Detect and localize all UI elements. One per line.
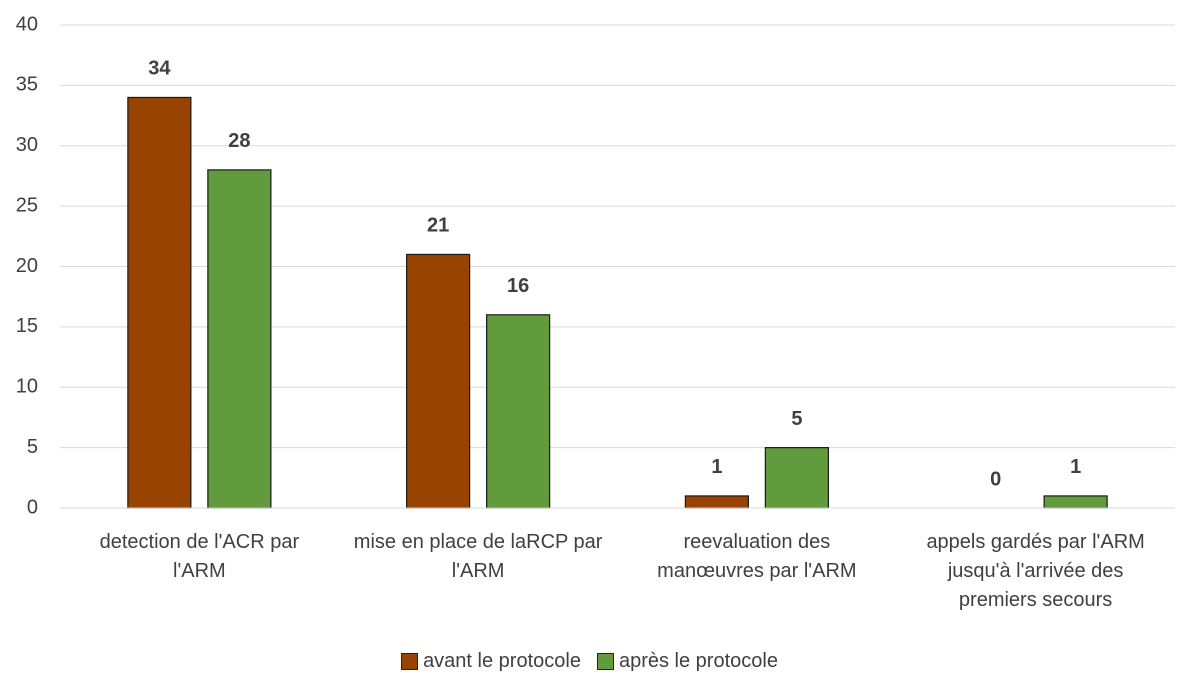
bar: [406, 253, 471, 509]
bar: [127, 96, 192, 509]
bar: [684, 495, 749, 509]
y-tick-label: 25: [16, 194, 38, 216]
legend-swatch: [401, 653, 419, 670]
value-label: 5: [791, 408, 802, 430]
legend-swatch: [596, 653, 614, 670]
x-tick-label: reevaluation des manœuvres par l'ARM: [657, 531, 857, 582]
legend-label: avant le protocole: [423, 650, 581, 672]
bar: [486, 314, 551, 509]
value-label: 28: [228, 130, 250, 152]
x-tick-label: mise en place de laRCP par l'ARM: [353, 531, 603, 582]
legend-label: après le protocole: [618, 650, 778, 672]
x-tick-label: appels gardés par l'ARM jusqu'à l'arrivé…: [926, 531, 1145, 611]
y-tick-label: 10: [16, 376, 38, 398]
y-tick-label: 5: [27, 436, 38, 458]
bar: [764, 447, 829, 509]
value-label: 1: [711, 456, 722, 478]
value-label: 21: [427, 215, 449, 237]
value-label: 0: [990, 468, 1001, 490]
legend-item: après le protocole: [596, 650, 778, 673]
legend: avant le protocole après le protocole: [0, 650, 1179, 676]
y-tick-label: 20: [16, 255, 38, 277]
y-tick-label: 30: [16, 134, 38, 156]
bar: [1043, 495, 1108, 509]
y-tick-label: 35: [16, 74, 38, 96]
y-tick-label: 40: [16, 13, 38, 35]
y-tick-label: 0: [27, 496, 38, 518]
x-tick-label: detection de l'ACR par l'ARM: [99, 531, 300, 582]
value-label: 1: [1070, 456, 1081, 478]
value-label: 34: [148, 58, 171, 80]
bar: [207, 169, 272, 509]
y-tick-label: 15: [16, 315, 38, 337]
legend-item: avant le protocole: [401, 650, 581, 673]
value-label: 16: [507, 275, 529, 297]
